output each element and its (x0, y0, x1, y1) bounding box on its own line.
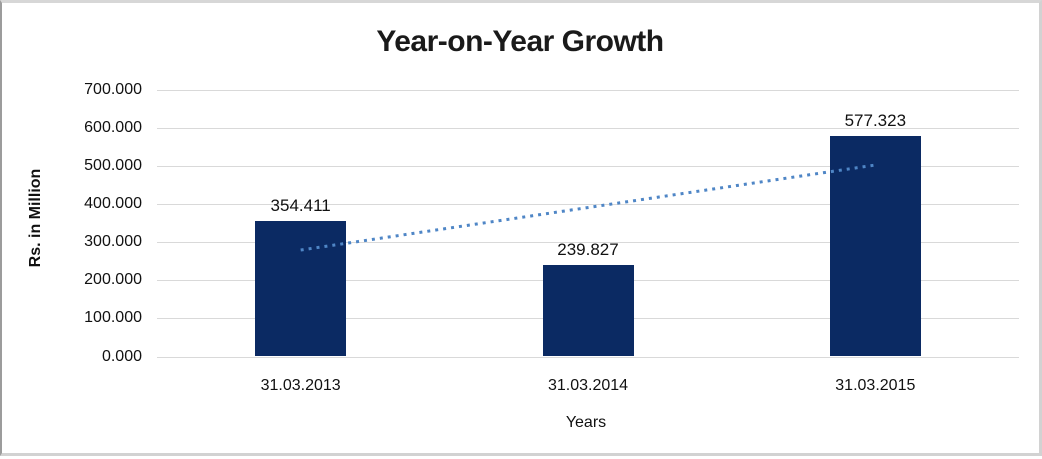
y-tick-label: 300.000 (84, 233, 142, 251)
bar-31.03.2014 (542, 265, 634, 357)
chart-title: Year-on-Year Growth (376, 25, 664, 58)
bar-data-label: 239.827 (557, 240, 619, 260)
bar-data-label: 354.411 (270, 196, 331, 216)
y-tick-label: 0.000 (101, 347, 142, 365)
bar-data-label: 577.323 (844, 111, 907, 131)
y-tick-label: 700.000 (84, 80, 142, 98)
x-tick-label: 31.03.2015 (835, 377, 916, 394)
x-tick-label: 31.03.2013 (260, 377, 341, 394)
y-tick-label: 400.000 (84, 194, 142, 212)
bar-31.03.2015 (829, 136, 921, 357)
gridline (157, 356, 1019, 358)
x-tick-label: 31.03.2014 (547, 377, 629, 394)
bar-31.03.2013 (255, 221, 347, 357)
gridline (157, 89, 1019, 91)
y-tick-label: 100.000 (84, 309, 142, 327)
y-tick-label: 600.000 (84, 118, 142, 136)
x-axis-title: Years (565, 414, 607, 431)
y-tick-label: 200.000 (84, 271, 142, 289)
gridline (157, 127, 1019, 129)
y-tick-label: 500.000 (84, 156, 142, 174)
